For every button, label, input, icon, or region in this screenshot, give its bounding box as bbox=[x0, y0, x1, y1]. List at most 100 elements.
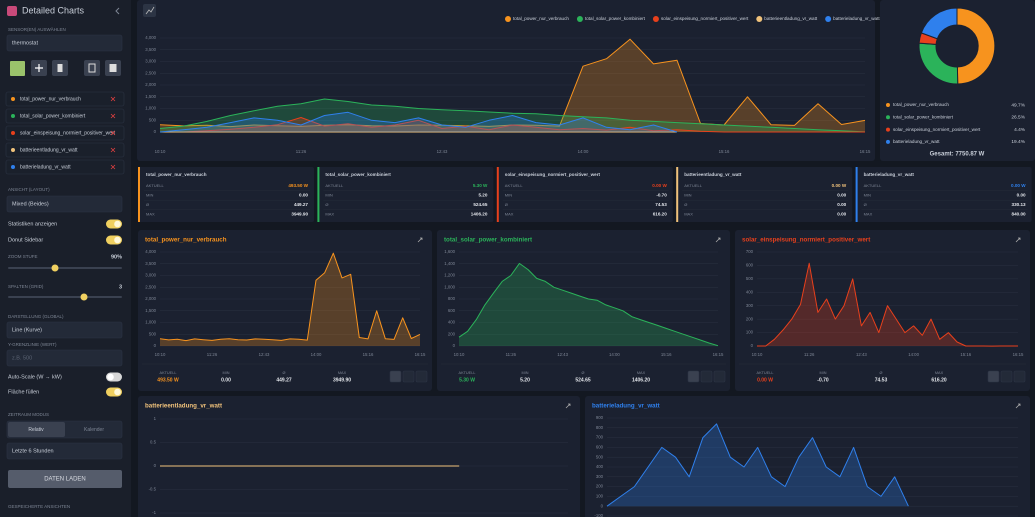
percent-label: 26.5% bbox=[1011, 115, 1025, 121]
y-tick-label: 3,500 bbox=[145, 47, 156, 52]
layout-select[interactable] bbox=[6, 195, 123, 213]
sensor-name: total_solar_power_kombiniert bbox=[20, 113, 86, 119]
y-tick-label: 3,500 bbox=[145, 261, 156, 266]
input-text: thermostat bbox=[12, 40, 38, 46]
field-label: GESPEICHERTE ANSICHTEN bbox=[8, 504, 70, 509]
legend-label: total_solar_power_kombiniert bbox=[585, 16, 646, 21]
y-tick-label: 700 bbox=[746, 249, 754, 254]
stat-accent bbox=[676, 167, 679, 222]
remove-icon[interactable] bbox=[110, 164, 116, 170]
stat-label: Ø bbox=[325, 202, 328, 207]
view-button[interactable] bbox=[700, 370, 713, 383]
copy-icon bbox=[88, 63, 96, 73]
period-select[interactable] bbox=[6, 442, 123, 460]
stat-value: 0.00 bbox=[299, 193, 308, 198]
toggle-knob bbox=[114, 236, 121, 244]
field-label: ZOOM STUFE bbox=[8, 254, 38, 259]
legend-label: batterieladung_vr_watt bbox=[893, 139, 940, 144]
legend-marker bbox=[825, 16, 832, 22]
export-icon[interactable] bbox=[715, 237, 721, 243]
stat-title: total_power_nur_verbrauch bbox=[146, 172, 207, 177]
save-icon bbox=[109, 64, 117, 72]
area-fill bbox=[160, 39, 865, 133]
collapse-icon[interactable] bbox=[115, 7, 120, 15]
y-tick-label: 1,000 bbox=[145, 106, 156, 111]
legend-label: batterieentladung_vr_watt bbox=[764, 16, 818, 21]
footer-value: 1406.20 bbox=[632, 377, 650, 383]
view-button[interactable] bbox=[389, 370, 402, 383]
export-icon[interactable] bbox=[1015, 237, 1021, 243]
view-button[interactable] bbox=[1000, 370, 1013, 383]
y-tick-label: 500 bbox=[596, 454, 604, 459]
x-tick-label: 16:15 bbox=[860, 149, 871, 154]
remove-icon[interactable] bbox=[110, 96, 116, 102]
button-text: DATEN LADEN bbox=[44, 477, 86, 483]
tab-active[interactable] bbox=[8, 422, 65, 437]
y-tick-label: 3,000 bbox=[145, 59, 156, 64]
stat-label: Ø bbox=[684, 202, 687, 207]
sensor-row[interactable] bbox=[5, 142, 125, 158]
legend-marker bbox=[505, 16, 511, 22]
x-tick-label: 14:00 bbox=[609, 352, 620, 357]
stat-title: solar_einspeisung_normiert_positiver_wer… bbox=[505, 172, 601, 177]
view-button[interactable] bbox=[415, 370, 428, 383]
sensor-row[interactable] bbox=[5, 108, 125, 124]
area-fill bbox=[459, 263, 718, 346]
view-button[interactable] bbox=[687, 370, 700, 383]
x-tick-label: 10:10 bbox=[752, 352, 763, 357]
panel-title: total_solar_power_kombiniert bbox=[444, 237, 532, 244]
legend-marker bbox=[886, 127, 890, 132]
legend-label: solar_einspeisung_normiert_positiver_wer… bbox=[661, 16, 749, 21]
x-tick-label: 12:43 bbox=[437, 149, 448, 154]
y-tick-label: 700 bbox=[596, 435, 604, 440]
slider-knob[interactable] bbox=[51, 264, 59, 272]
remove-icon[interactable] bbox=[110, 113, 116, 119]
y-tick-label: 1,400 bbox=[444, 261, 455, 266]
toggle-knob bbox=[114, 388, 121, 396]
x-tick-label: 10:10 bbox=[155, 352, 166, 357]
export-icon[interactable] bbox=[1015, 403, 1021, 409]
sensor-dot bbox=[11, 165, 15, 169]
series-line bbox=[160, 117, 865, 133]
stat-value: 840.00 bbox=[1012, 212, 1026, 217]
display-select[interactable] bbox=[6, 321, 123, 339]
color-picker[interactable] bbox=[10, 61, 25, 76]
view-button[interactable] bbox=[987, 370, 1000, 383]
footer-label: MAX bbox=[637, 371, 646, 375]
stat-card bbox=[496, 167, 673, 222]
export-icon[interactable] bbox=[417, 237, 423, 243]
load-button[interactable] bbox=[8, 470, 122, 488]
copy-button[interactable] bbox=[84, 60, 100, 76]
stat-card bbox=[855, 167, 1032, 222]
remove-icon[interactable] bbox=[110, 147, 116, 153]
footer-label: AKTUELL bbox=[160, 371, 177, 375]
y-tick-label: 400 bbox=[746, 289, 754, 294]
stat-card bbox=[676, 167, 853, 222]
sensor-row[interactable] bbox=[5, 91, 125, 107]
y-tick-label: 100 bbox=[596, 494, 604, 499]
sensor-row[interactable] bbox=[5, 159, 125, 175]
x-tick-label: 14:00 bbox=[311, 352, 322, 357]
stat-value: 0.00 W bbox=[652, 183, 667, 188]
view-button[interactable] bbox=[713, 370, 726, 383]
limit-input[interactable] bbox=[6, 349, 123, 367]
placeholder: z.B. 500 bbox=[12, 355, 32, 361]
footer-label: Ø bbox=[283, 371, 286, 375]
y-tick-label: 900 bbox=[596, 415, 604, 420]
slider-knob[interactable] bbox=[80, 293, 88, 301]
sensor-input[interactable] bbox=[6, 34, 123, 52]
stat-label: MIN bbox=[684, 193, 691, 198]
remove-icon[interactable] bbox=[110, 130, 116, 136]
legend-label: batterieladung_vr_watt bbox=[833, 16, 880, 21]
view-button[interactable] bbox=[1013, 370, 1026, 383]
y-tick-label: 0 bbox=[453, 343, 456, 348]
sensor-row[interactable] bbox=[5, 125, 125, 141]
export-icon[interactable] bbox=[565, 403, 571, 409]
footer-value: 616.20 bbox=[931, 377, 947, 383]
toggle-label: Donut Sidebar bbox=[8, 237, 43, 243]
footer-value: 5.20 bbox=[520, 377, 530, 383]
footer-label: MIN bbox=[522, 371, 529, 375]
y-tick-label: 0 bbox=[154, 129, 157, 134]
y-tick-label: 3,000 bbox=[145, 273, 156, 278]
view-button[interactable] bbox=[402, 370, 415, 383]
